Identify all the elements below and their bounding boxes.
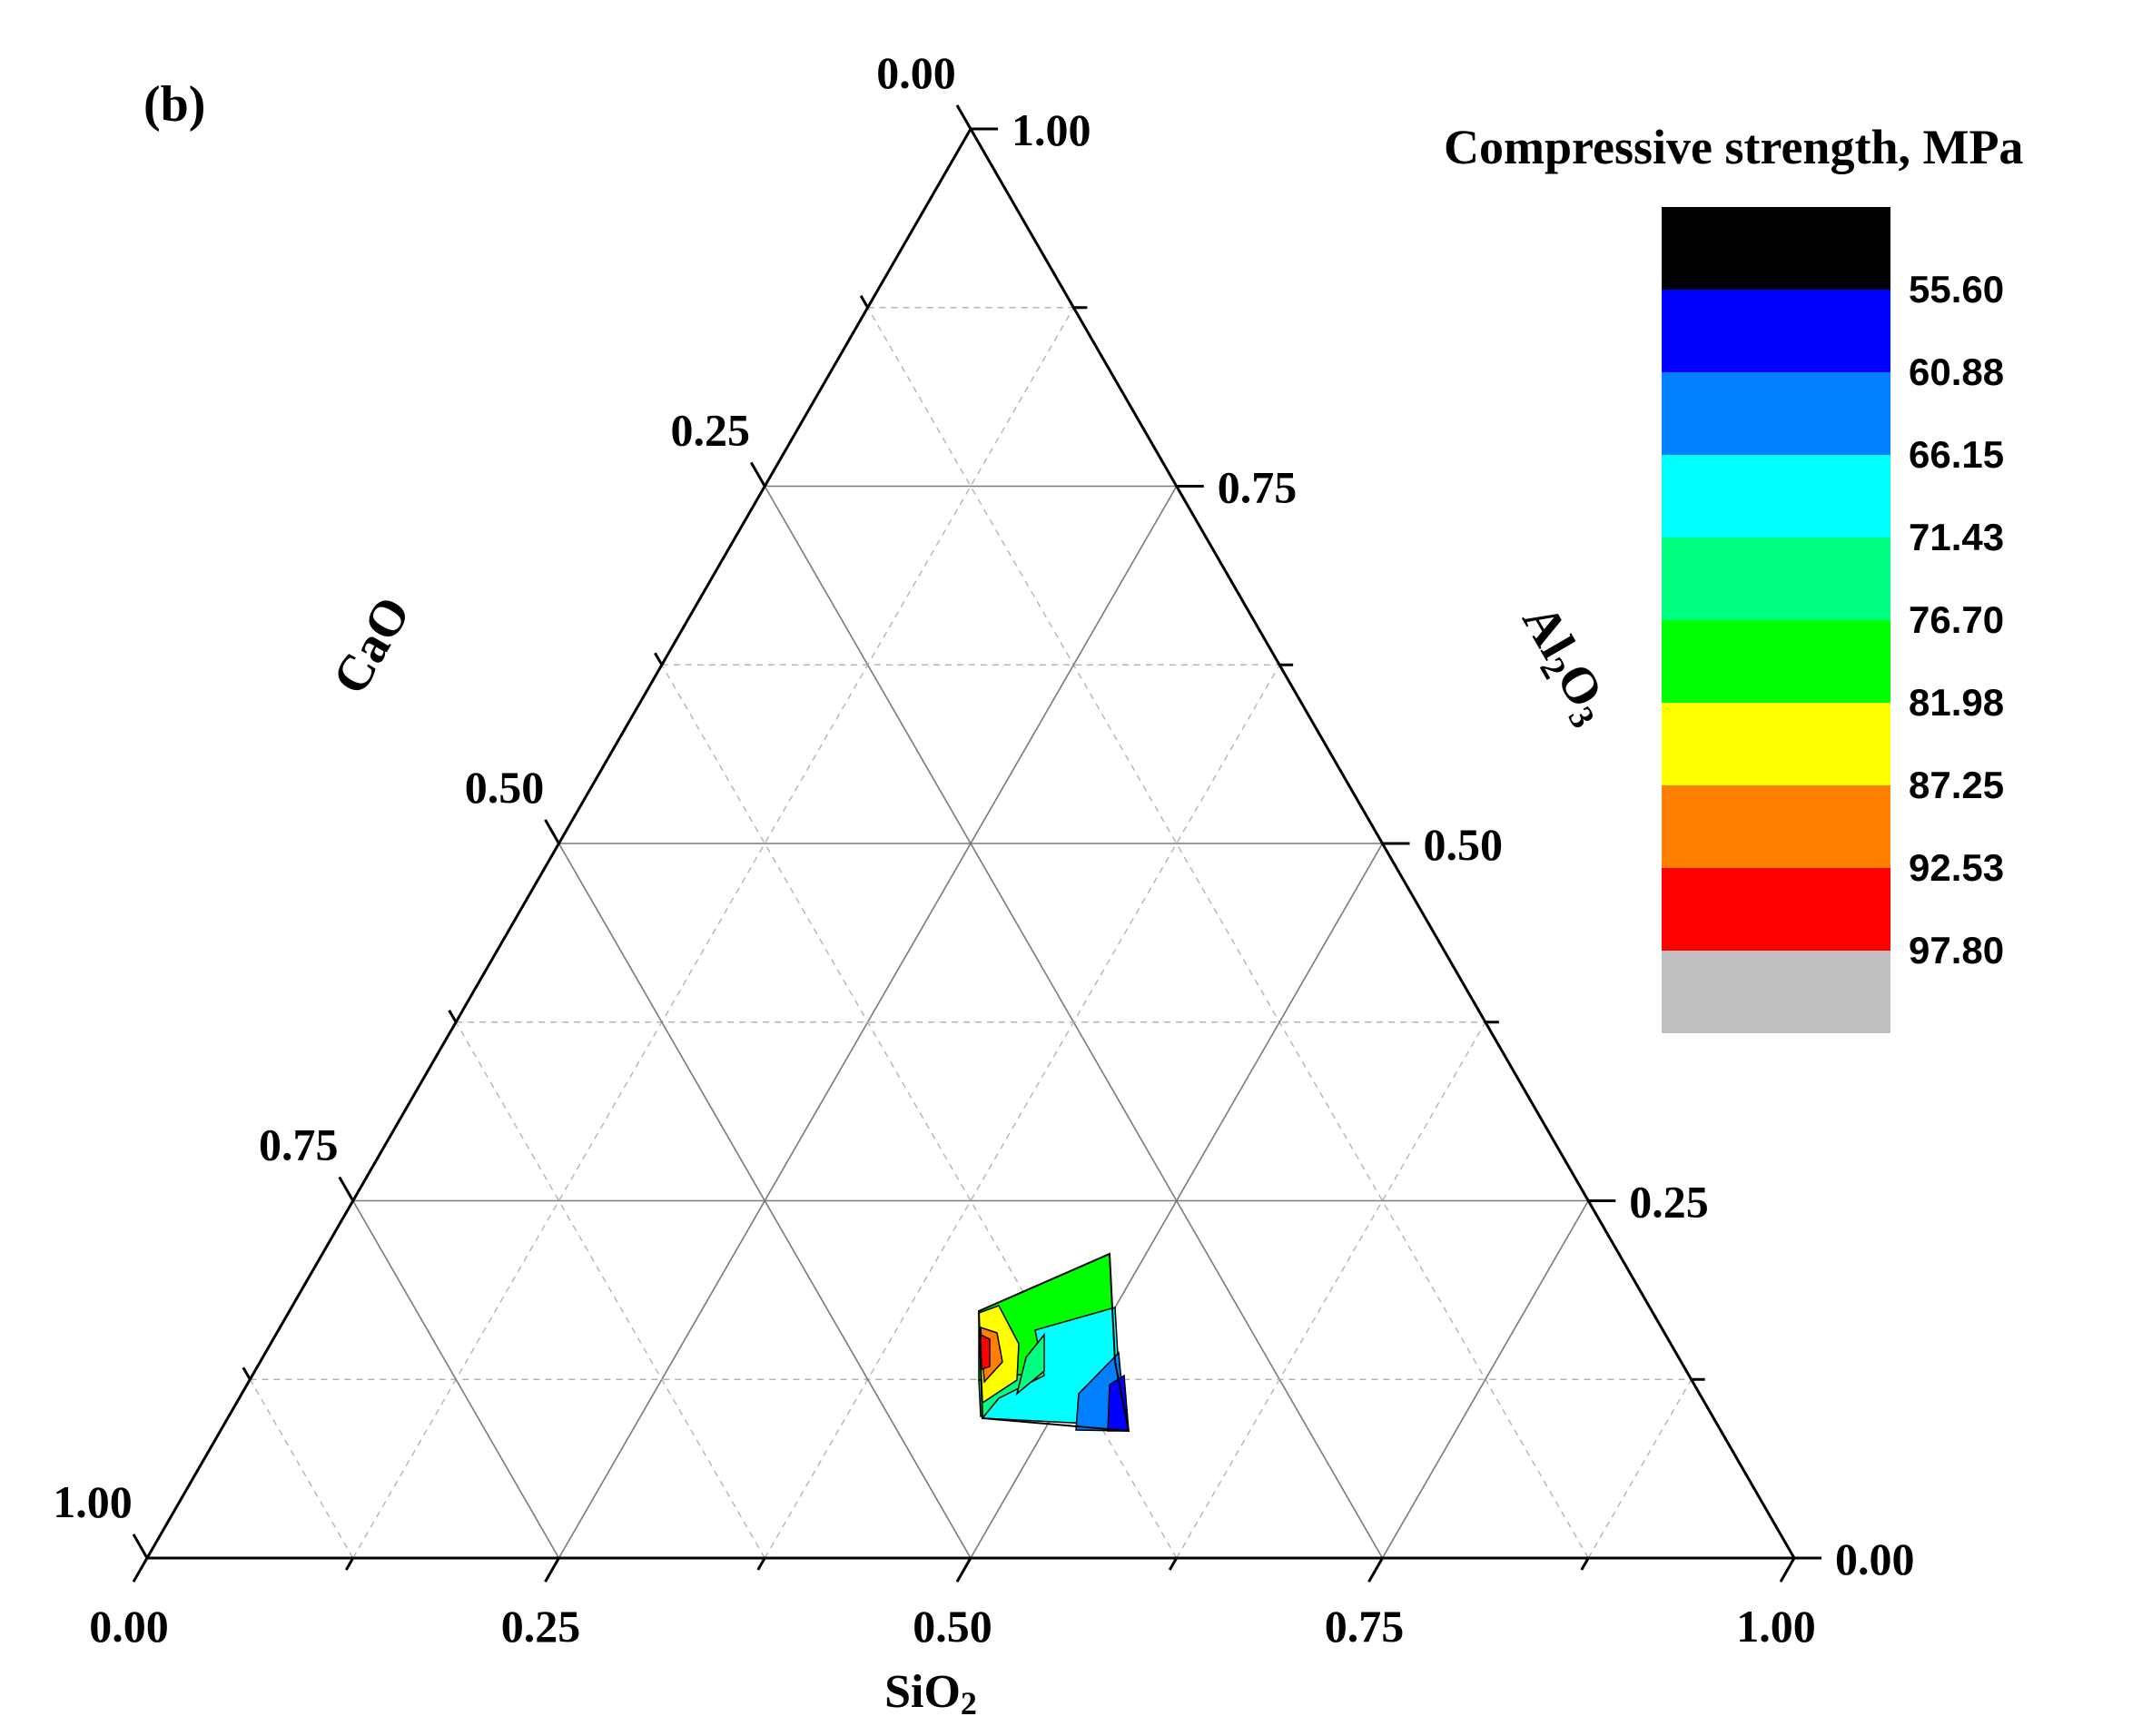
right-tick-label: 0.25 <box>1629 1177 1709 1228</box>
left-tick <box>544 819 560 844</box>
legend-level-label: 71.43 <box>1909 516 2004 558</box>
minor-grid-line <box>455 1021 765 1559</box>
legend-swatch <box>1662 703 1890 785</box>
left-tick-label: 0.50 <box>465 762 545 813</box>
left-tick <box>749 461 766 488</box>
bottom-tick <box>344 1557 355 1571</box>
contour-plot <box>977 1252 1130 1433</box>
bottom-tick-label: 0.75 <box>1325 1601 1405 1652</box>
contour-band <box>980 1333 991 1371</box>
minor-grid-line <box>867 307 1589 1559</box>
legend-level-label: 55.60 <box>1909 268 2004 311</box>
bottom-tick <box>1779 1557 1796 1583</box>
major-grid-line <box>970 843 1384 1559</box>
left-tick <box>242 1366 252 1380</box>
minor-grid-line <box>764 664 1280 1559</box>
legend-level-label: 81.98 <box>1909 681 2004 724</box>
legend-swatch <box>1662 951 1890 1033</box>
major-grid-line <box>558 843 972 1559</box>
legend-level-label: 87.25 <box>1909 764 2004 806</box>
legend-title: Compressive strength, MPa <box>1444 120 2023 174</box>
left-tick <box>859 294 869 309</box>
legend-swatch <box>1662 868 1890 951</box>
right-tick-label: 1.00 <box>1012 104 1091 155</box>
axis-label-right: Al2O3 <box>1506 596 1623 735</box>
left-tick-label: 0.75 <box>259 1120 339 1170</box>
contour-band <box>1015 1332 1045 1396</box>
legend-swatch <box>1662 290 1890 372</box>
legend-swatch <box>1662 455 1890 538</box>
minor-grid-line <box>352 307 1074 1559</box>
left-tick <box>654 652 664 666</box>
bottom-tick <box>1168 1557 1179 1571</box>
legend-swatch <box>1662 785 1890 868</box>
left-tick <box>338 1176 355 1202</box>
contour-band <box>1107 1374 1130 1432</box>
minor-grid-line <box>1587 1378 1693 1559</box>
legend-swatch <box>1662 372 1890 455</box>
right-tick-label: 0.00 <box>1835 1534 1915 1584</box>
bottom-tick <box>544 1557 560 1583</box>
major-grid-line <box>1381 1200 1589 1559</box>
legend-swatch <box>1662 207 1890 290</box>
left-tick <box>132 1534 149 1559</box>
right-tick-label: 0.75 <box>1218 462 1298 513</box>
bottom-tick-label: 1.00 <box>1736 1601 1816 1652</box>
left-tick <box>448 1009 458 1023</box>
legend-level-label: 66.15 <box>1909 433 2004 476</box>
legend-level-label: 92.53 <box>1909 846 2004 889</box>
major-grid-line <box>352 1200 560 1559</box>
left-tick-label: 1.00 <box>53 1476 133 1527</box>
bottom-tick <box>1580 1557 1590 1571</box>
left-tick-label: 0.00 <box>876 47 956 98</box>
bottom-tick-label: 0.25 <box>501 1601 581 1652</box>
legend-swatch <box>1662 620 1890 703</box>
left-tick <box>955 104 972 130</box>
contour-outline <box>977 1252 1130 1433</box>
right-tick-label: 0.50 <box>1424 819 1504 870</box>
axis-label-bottom: SiO2 <box>884 1666 977 1721</box>
tick-labels: 0.00 0.00 0.00 0.25 0.25 0.25 0.50 0.50 0.50 0.75… <box>53 47 1914 1652</box>
grid-lines <box>249 307 1693 1559</box>
bottom-tick <box>132 1557 149 1583</box>
bottom-tick <box>1367 1557 1384 1583</box>
bottom-tick <box>955 1557 972 1583</box>
axis-label-left: CaO <box>322 587 422 704</box>
bottom-tick <box>756 1557 766 1571</box>
minor-grid-line <box>249 1378 354 1559</box>
legend-level-label: 76.70 <box>1909 598 2004 641</box>
panel-label: (b) <box>143 76 205 133</box>
bottom-tick-label: 0.50 <box>913 1601 992 1652</box>
left-tick-label: 0.25 <box>671 405 751 456</box>
minor-grid-line <box>1176 1021 1486 1559</box>
bottom-tick-label: 0.00 <box>89 1601 169 1652</box>
legend-level-label: 97.80 <box>1909 929 2004 972</box>
legend-swatch <box>1662 538 1890 620</box>
legend: 55.60 60.88 66.15 71.43 76.70 81.98 87.25 92.53… <box>1662 207 2004 1033</box>
legend-level-label: 60.88 <box>1909 350 2004 393</box>
